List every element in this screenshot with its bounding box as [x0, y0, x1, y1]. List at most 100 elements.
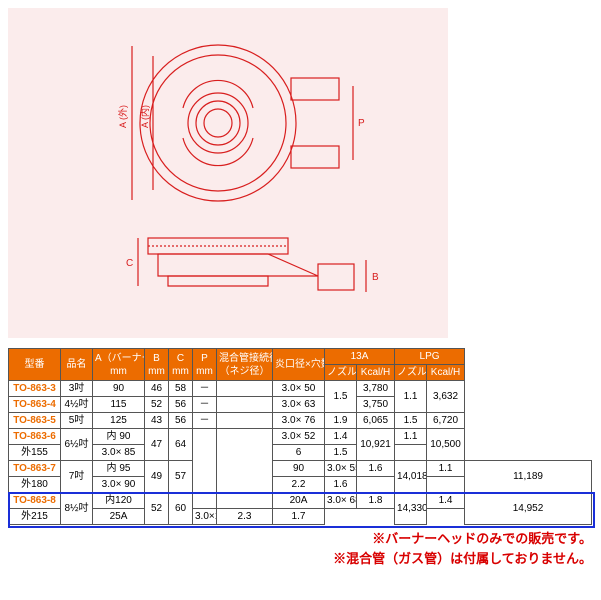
- cell-B: 47: [145, 429, 169, 461]
- cell-C: 60: [169, 493, 193, 525]
- table-row: TO-863-33吋904658－3.0× 501.53,7801.13,632: [9, 381, 592, 397]
- cell-B: 52: [145, 493, 169, 525]
- cell-n13: 1.9: [325, 413, 357, 429]
- cell-mix: [217, 413, 273, 429]
- cell-nlp: 1.6: [325, 477, 357, 493]
- cell-model: TO-863-3: [9, 381, 61, 397]
- cell-nlp: 1.5: [395, 413, 427, 429]
- label-a-inner: A (内): [139, 105, 150, 128]
- cell-C: 56: [169, 413, 193, 429]
- cell-name: 3吋: [61, 381, 93, 397]
- cell-flame: 3.0× 85: [93, 445, 145, 461]
- cell-model: TO-863-4: [9, 397, 61, 413]
- cell-k13: 3,780: [357, 381, 395, 397]
- hdr-name: 品名: [61, 349, 93, 381]
- hdr-13a: 13A: [325, 349, 395, 365]
- cell-mix: [217, 381, 273, 397]
- cell-A: 内120: [93, 493, 145, 509]
- spec-tbody: TO-863-33吋904658－3.0× 501.53,7801.13,632…: [9, 381, 592, 525]
- cell-C: 58: [169, 381, 193, 397]
- hdr-b: Bmm: [145, 349, 169, 381]
- technical-diagram: A (外) A (内) P C B: [8, 8, 448, 338]
- cell-P: [193, 429, 217, 509]
- cell-n13: 2.2: [273, 477, 325, 493]
- cell-A: 外215: [9, 509, 61, 525]
- cell-k13: 3,750: [357, 397, 395, 413]
- cell-name: 5吋: [61, 413, 93, 429]
- cell-model: TO-863-8: [9, 493, 61, 509]
- cell-A: 外155: [9, 445, 61, 461]
- table-row: TO-863-55吋1254356－3.0× 761.96,0651.56,72…: [9, 413, 592, 429]
- cell-A: 内 90: [93, 429, 145, 445]
- cell-n13: 1.8: [357, 493, 395, 509]
- cell-mix: [217, 397, 273, 413]
- hdr-a: A（バーナー径）mm: [93, 349, 145, 381]
- cell-flame: 3.0× 52: [273, 429, 325, 445]
- cell-C: 64: [169, 429, 193, 461]
- label-a-outer: A (外): [117, 105, 128, 128]
- cell-klp: 14,952: [465, 493, 592, 525]
- cell-C: 57: [169, 461, 193, 493]
- cell-k13: 6,065: [357, 413, 395, 429]
- cell-A: 90: [93, 381, 145, 397]
- hdr-flame: 炎口径×穴数: [273, 349, 325, 381]
- cell-P: －: [193, 397, 217, 413]
- cell-B: 43: [145, 413, 169, 429]
- cell-B: 52: [145, 397, 169, 413]
- cell-mix: 25A: [93, 509, 145, 525]
- cell-n13: 2.3: [217, 509, 273, 525]
- hdr-p: Pmm: [193, 349, 217, 381]
- cell-model: TO-863-6: [9, 429, 61, 445]
- notes: ※バーナーヘッドのみでの販売です。 ※混合管（ガス管）は付属しておりません。: [8, 529, 592, 568]
- hdr-c: Cmm: [169, 349, 193, 381]
- cell-nlp: 1.1: [395, 429, 427, 445]
- cell-mix: 20A: [273, 493, 325, 509]
- cell-P: －: [193, 381, 217, 397]
- cell-klp: 6,720: [427, 413, 465, 429]
- cell-B: 49: [145, 461, 169, 493]
- cell-model: TO-863-5: [9, 413, 61, 429]
- cell-k13: 14,018: [395, 461, 427, 493]
- cell-B: 46: [145, 381, 169, 397]
- cell-name: 8½吋: [61, 493, 93, 525]
- cell-n13: 6: [273, 445, 325, 461]
- table-row: TO-863-88½吋内120526020A3.0× 681.814,3301.…: [9, 493, 592, 509]
- cell-name: 6½吋: [61, 429, 93, 461]
- cell-name: 7吋: [61, 461, 93, 493]
- cell-klp: 11,189: [465, 461, 592, 493]
- cell-flame: 3.0× 90: [93, 477, 145, 493]
- note-2: ※混合管（ガス管）は付属しておりません。: [8, 549, 592, 569]
- cell-A: 外180: [9, 477, 61, 493]
- cell-n13: 1.5: [325, 381, 357, 413]
- cell-flame: 3.0× 55: [325, 461, 357, 477]
- cell-A: 115: [93, 397, 145, 413]
- cell-model: TO-863-7: [9, 461, 61, 477]
- cell-nlp: 1.1: [395, 381, 427, 413]
- cell-flame: 3.0× 68: [325, 493, 357, 509]
- hdr-model: 型番: [9, 349, 61, 381]
- spec-thead: 型番 品名 A（バーナー径）mm Bmm Cmm Pmm 混合管接続径（ネジ径）…: [9, 349, 592, 381]
- note-1: ※バーナーヘッドのみでの販売です。: [8, 529, 592, 549]
- hdr-nozzle-13a: ノズル径: [325, 365, 357, 381]
- cell-k13: 10,921: [357, 429, 395, 461]
- hdr-kcal-13a: Kcal/H: [357, 365, 395, 381]
- table-row: TO-863-77吋内 954957903.0× 551.614,0181.11…: [9, 461, 592, 477]
- cell-nlp: 1.7: [273, 509, 325, 525]
- label-c: C: [126, 258, 133, 269]
- cell-flame: 3.0× 76: [273, 413, 325, 429]
- cell-P: 90: [273, 461, 325, 477]
- table-row: 外155 3.0× 85 61.5: [9, 445, 592, 461]
- table-row: TO-863-66½吋内 9047643.0× 521.410,9211.110…: [9, 429, 592, 445]
- cell-nlp: 1.5: [325, 445, 357, 461]
- cell-flame: 3.0× 50: [273, 381, 325, 397]
- cell-mix: [217, 429, 273, 509]
- cell-A: 125: [93, 413, 145, 429]
- cell-n13: 1.6: [357, 461, 395, 477]
- table-wrap: 型番 品名 A（バーナー径）mm Bmm Cmm Pmm 混合管接続径（ネジ径）…: [8, 348, 593, 525]
- table-row: TO-863-44½吋1155256－3.0× 633,750: [9, 397, 592, 413]
- cell-name: 4½吋: [61, 397, 93, 413]
- cell-n13: 1.4: [325, 429, 357, 445]
- cell-nlp: 1.1: [427, 461, 465, 477]
- hdr-nozzle-lpg: ノズル径: [395, 365, 427, 381]
- cell-klp: 3,632: [427, 381, 465, 413]
